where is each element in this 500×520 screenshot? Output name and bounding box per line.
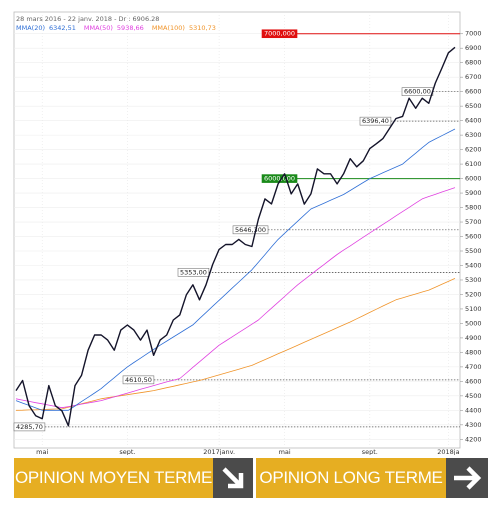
y-tick-label: 5900 [465,189,482,197]
y-tick-label: 5800 [465,204,482,212]
y-tick-label: 4800 [465,348,482,356]
y-tick-label: 6400 [465,117,482,125]
legend-name: MMA(20) [16,24,45,32]
y-tick-label: 4300 [465,421,482,429]
chart: 28 mars 2016 - 22 janv. 2018 - Dr : 6906… [13,11,482,455]
series-line [15,187,456,409]
level-label: 4285,70 [16,423,43,431]
legend-value: 5310,73 [189,24,216,32]
arrow-down-right [222,467,244,489]
y-tick-label: 7000 [465,30,482,38]
chart-title: 28 mars 2016 - 22 janv. 2018 - Dr : 6906… [16,15,159,23]
y-tick-label: 4900 [465,334,482,342]
level-label: 6396,40 [362,117,389,125]
arrow-button[interactable] [446,458,488,498]
series-line [15,128,456,411]
series-line [15,46,456,427]
y-tick-label: 5200 [465,290,482,298]
x-tick-label: mai [36,448,48,455]
y-tick-label: 5000 [465,319,482,327]
series-line [15,278,456,411]
y-tick-label: 5500 [465,247,482,255]
y-tick-label: 5400 [465,261,482,269]
level-label: 7000,000 [264,30,295,38]
y-tick-label: 6700 [465,73,482,81]
arrow-right [454,466,482,490]
y-tick-label: 4700 [465,363,482,371]
level-label: 5353,00 [180,268,207,276]
y-tick-label: 5100 [465,305,482,313]
y-tick-label: 6200 [465,146,482,154]
legend-value: 5938,66 [117,24,144,32]
y-tick-label: 6600 [465,88,482,96]
opinion-button[interactable]: OPINION MOYEN TERME [14,458,213,498]
y-tick-label: 4600 [465,377,482,385]
opinion-button[interactable]: OPINION LONG TERME [256,458,446,498]
y-tick-label: 4200 [465,435,482,443]
legend-name: MMA(100) [152,24,185,32]
level-label: 4610,50 [125,376,152,384]
x-tick-label: 2017janv. [203,448,235,455]
y-tick-label: 6300 [465,131,482,139]
x-tick-label: mai [279,448,291,455]
level-label: 5646,300 [235,226,266,234]
y-tick-label: 6800 [465,59,482,67]
arrow-icon [454,466,482,490]
y-tick-label: 6100 [465,160,482,168]
legend-value: 6342,51 [49,24,76,32]
level-label: 6000,000 [264,175,295,183]
y-tick-label: 4500 [465,392,482,400]
x-tick-label: sept. [362,448,378,455]
y-tick-label: 5300 [465,276,482,284]
y-tick-label: 4400 [465,406,482,414]
y-tick-label: 6500 [465,102,482,110]
arrow-icon [222,467,244,489]
y-tick-label: 6000 [465,175,482,183]
x-tick-label: 2018ja [437,448,459,455]
y-tick-label: 5600 [465,233,482,241]
arrow-button[interactable] [213,458,253,498]
y-tick-label: 6900 [465,44,482,52]
y-tick-label: 5700 [465,218,482,226]
level-label: 6600,00 [404,88,431,96]
x-tick-label: sept. [119,448,135,455]
legend-name: MMA(50) [84,24,113,32]
